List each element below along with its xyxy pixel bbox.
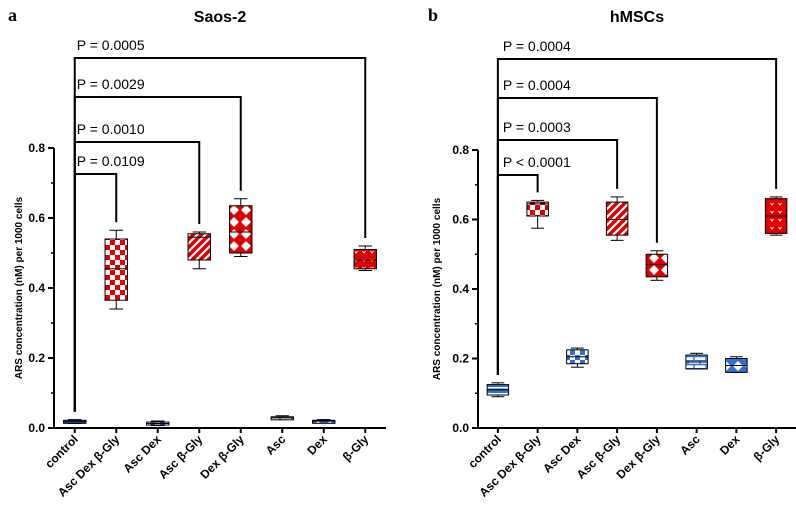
box-beta-gly bbox=[764, 196, 788, 236]
y-tick-label: 0.4 bbox=[452, 282, 469, 296]
box-asc-dex bbox=[566, 347, 589, 368]
box-asc-dex bbox=[146, 420, 170, 427]
box-iqr bbox=[526, 201, 549, 217]
y-tick-label: 0.0 bbox=[452, 421, 469, 435]
p-value-label: P = 0.0010 bbox=[77, 121, 145, 137]
x-tick-label-dex-beta-gly: Dex β-Gly bbox=[613, 432, 663, 482]
box-asc-beta-gly bbox=[605, 196, 629, 241]
box-iqr bbox=[312, 419, 336, 424]
box-dex-beta-gly bbox=[229, 198, 253, 257]
y-tick-label: 0.6 bbox=[28, 211, 45, 225]
chart-title: Saos-2 bbox=[194, 9, 247, 26]
box-iqr bbox=[605, 201, 629, 236]
bracket-line bbox=[73, 141, 201, 412]
x-tick-label-dex-beta-gly: Dex β-Gly bbox=[197, 432, 247, 482]
panel-label: b bbox=[428, 5, 438, 25]
box-asc-beta-gly bbox=[187, 231, 211, 270]
p-value-label: P < 0.0001 bbox=[503, 154, 571, 170]
box-iqr bbox=[353, 249, 377, 270]
y-tick-label: 0.8 bbox=[28, 141, 45, 155]
x-tick-label-beta-gly: β-Gly bbox=[340, 432, 372, 464]
x-tick-label-control: control bbox=[42, 432, 81, 471]
box-dex-beta-gly bbox=[645, 250, 669, 281]
box-iqr bbox=[187, 233, 211, 261]
box-iqr bbox=[645, 253, 669, 278]
y-tick-label: 0.0 bbox=[28, 421, 45, 435]
panel-a: a Saos-2 0.0 0.2 0.4 0.6 0.8 ARS concentration … bbox=[8, 5, 386, 500]
box-control bbox=[486, 382, 510, 398]
x-tick-label-beta-gly: β-Gly bbox=[751, 432, 783, 464]
p-value-label: P = 0.0004 bbox=[503, 77, 571, 93]
box-iqr bbox=[104, 238, 128, 301]
box-dex bbox=[312, 419, 336, 424]
significance-bracket: P < 0.0001 bbox=[496, 154, 571, 375]
box-asc-dex-beta-gly bbox=[104, 229, 128, 310]
y-tick-label: 0.2 bbox=[452, 352, 469, 366]
x-tick-label-dex: Dex bbox=[304, 432, 330, 458]
box-control bbox=[63, 419, 87, 424]
significance-bracket: P = 0.0005 bbox=[73, 37, 367, 412]
x-tick-label-asc-beta-gly: Asc β-Gly bbox=[156, 432, 206, 482]
significance-bracket: P = 0.0004 bbox=[496, 38, 778, 375]
box-asc bbox=[685, 352, 708, 370]
y-tick-label: 0.6 bbox=[452, 213, 469, 227]
bracket-line bbox=[73, 57, 367, 412]
bracket-line bbox=[73, 96, 242, 412]
y-tick-label: 0.2 bbox=[28, 351, 45, 365]
p-value-label: P = 0.0003 bbox=[503, 119, 571, 135]
box-beta-gly bbox=[353, 245, 377, 271]
box-asc bbox=[270, 415, 294, 421]
panel-label: a bbox=[8, 5, 17, 25]
panel-b: b hMSCs 0.0 0.2 0.4 0.6 0.8 ARS concentration (… bbox=[428, 5, 796, 500]
box-iqr bbox=[229, 205, 253, 254]
x-tick-label-asc: Asc bbox=[263, 432, 289, 458]
x-tick-label-control: control bbox=[465, 432, 504, 471]
p-value-label: P = 0.0109 bbox=[77, 153, 145, 169]
p-value-label: P = 0.0029 bbox=[77, 76, 145, 92]
y-tick-label: 0.8 bbox=[452, 143, 469, 157]
p-value-label: P = 0.0004 bbox=[503, 38, 571, 54]
y-axis-label: ARS concentration (nM) per 1000 cells bbox=[14, 196, 25, 379]
p-value-label: P = 0.0005 bbox=[77, 37, 145, 53]
box-dex bbox=[725, 356, 748, 373]
y-axis-label: ARS concentration (nM) per 1000 cells bbox=[432, 197, 443, 380]
chart-title: hMSCs bbox=[610, 9, 664, 26]
y-tick-label: 0.4 bbox=[28, 281, 45, 295]
box-asc-dex-beta-gly bbox=[526, 199, 549, 229]
x-tick-label-asc: Asc bbox=[677, 432, 703, 458]
x-tick-label-dex: Dex bbox=[717, 432, 743, 458]
bracket-line bbox=[496, 58, 778, 375]
